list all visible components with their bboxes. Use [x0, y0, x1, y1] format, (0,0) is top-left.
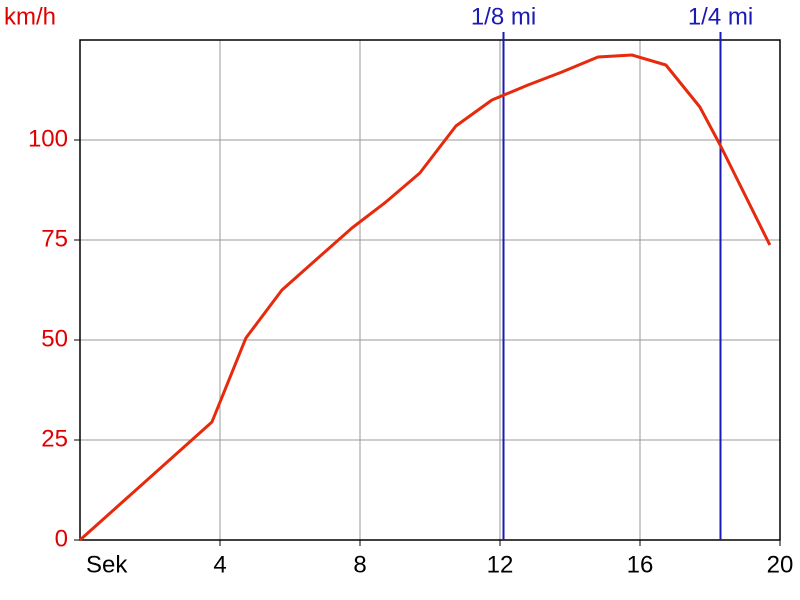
y-tick-label: 100	[28, 125, 68, 152]
distance-marker-label: 1/8 mi	[471, 3, 536, 30]
speed-line	[79, 53, 772, 542]
y-tick-label: 25	[41, 425, 68, 452]
x-tick-label: 12	[487, 551, 514, 578]
plot-frame	[79, 39, 781, 541]
x-tick-label: 20	[767, 551, 794, 578]
y-tick-label: 0	[55, 525, 68, 552]
x-axis-label: Sek	[86, 551, 128, 578]
x-tick-label: 16	[627, 551, 654, 578]
distance-marker-label: 1/4 mi	[688, 3, 753, 30]
y-tick-label: 75	[41, 225, 68, 252]
x-tick-label: 8	[353, 551, 366, 578]
y-axis-label: km/h	[4, 3, 56, 30]
y-tick-label: 50	[41, 325, 68, 352]
x-tick-label: 4	[213, 551, 226, 578]
